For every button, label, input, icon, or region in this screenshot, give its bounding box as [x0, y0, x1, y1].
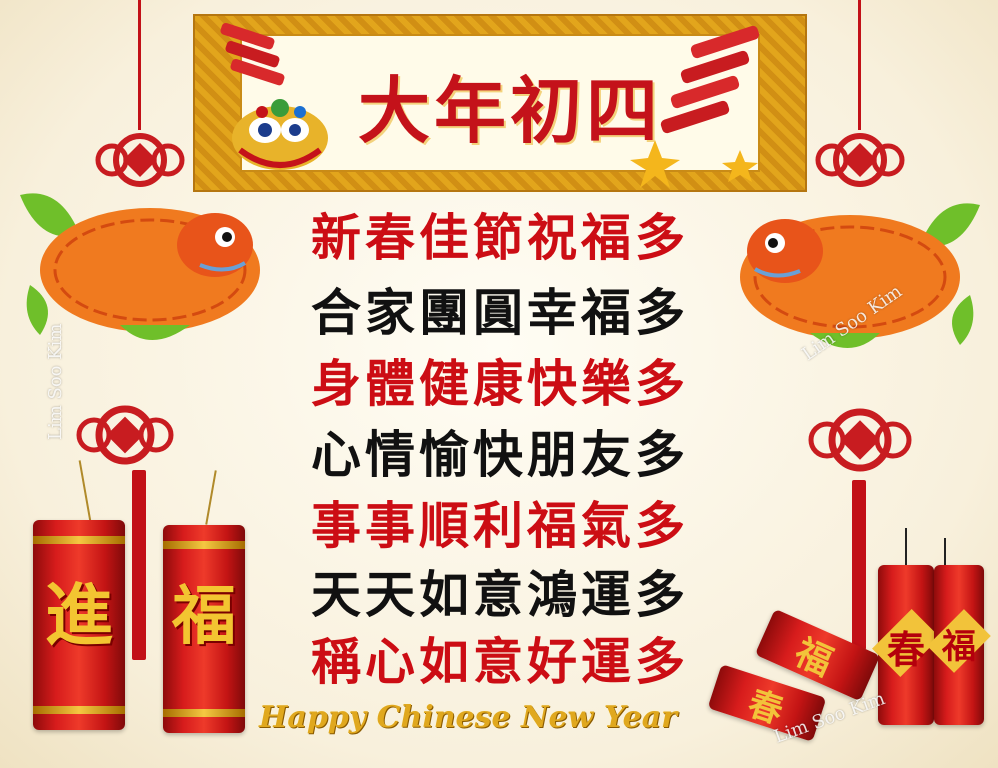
tube-band [33, 706, 125, 714]
chinese-knot-icon [70, 390, 180, 480]
poem-line-4: 心情愉快朋友多 [265, 425, 735, 485]
fuse-icon [905, 528, 907, 568]
tube-character: 春 [878, 619, 934, 674]
greeting-footer: Happy Chinese New Year [238, 700, 698, 748]
tube-character: 福 [781, 621, 848, 689]
tube-band [33, 536, 125, 544]
firecracker-tube: 福 [163, 525, 245, 733]
tube-character: 福 [934, 619, 984, 668]
fuse-icon [944, 538, 946, 568]
koi-fish-left-icon [0, 175, 270, 365]
red-tassel [132, 470, 146, 660]
firecracker-string-left-icon [219, 22, 285, 86]
hanging-cord-right [858, 0, 861, 130]
red-tassel [852, 480, 866, 650]
page-title: 大年初四 [330, 56, 690, 152]
poem-line-3: 身體健康快樂多 [265, 354, 735, 414]
firecracker-tube: 進 [33, 520, 125, 730]
poem-line-7: 稱心如意好運多 [265, 632, 735, 692]
chinese-knot-icon [800, 395, 920, 485]
koi-fish-right-icon [730, 185, 998, 370]
hanging-cord-left [138, 0, 141, 130]
tube-band [163, 541, 245, 549]
watermark-left: Lim Soo Kim [45, 280, 66, 440]
poem-line-2: 合家團圓幸福多 [265, 283, 735, 343]
poem-line-5: 事事順利福氣多 [265, 496, 735, 556]
poem-line-1: 新春佳節祝福多 [265, 208, 735, 268]
tube-character: 進 [33, 560, 125, 659]
tube-band [163, 709, 245, 717]
tube-character: 福 [163, 565, 245, 657]
firecracker-tube: 福 [934, 565, 984, 725]
fuse-icon [205, 470, 217, 525]
poem-line-6: 天天如意鴻運多 [265, 565, 735, 625]
lion-dance-head-icon [232, 99, 328, 170]
